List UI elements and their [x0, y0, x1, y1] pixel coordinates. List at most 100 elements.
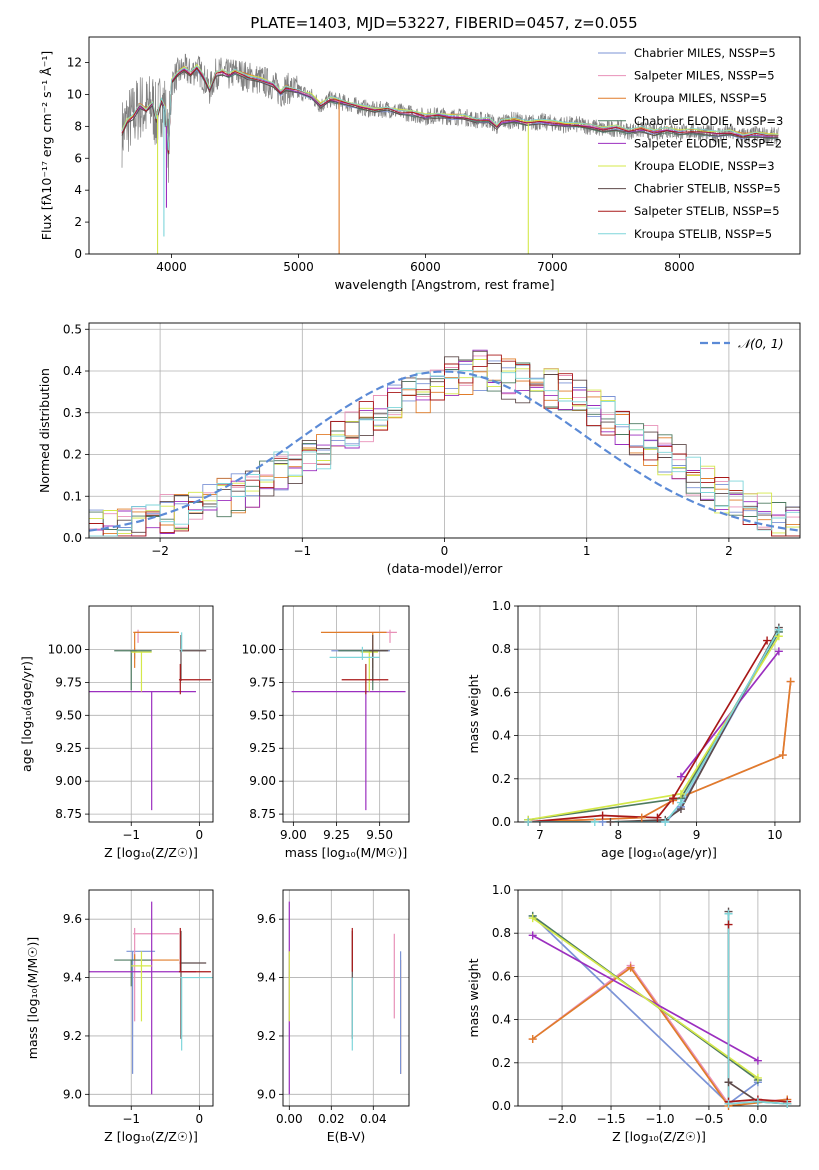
- y-tick-label: 0.6: [492, 969, 511, 983]
- model-line: [121, 67, 779, 153]
- weight-marker: [637, 813, 646, 822]
- weight-marker: [763, 636, 772, 645]
- legend-label: Chabrier ELODIE, NSSP=3: [634, 114, 783, 128]
- y-axis-label: mass [log₁₀(M/M☉)]: [25, 937, 40, 1059]
- x-axis-label: Z [log₁₀(Z/Z☉)]: [104, 1129, 198, 1144]
- y-tick-label: 0.6: [492, 685, 511, 699]
- y-tick-label: 0.0: [63, 531, 82, 545]
- weight-marker: [783, 1099, 792, 1108]
- axes-age-vs-Z: −1 0 8.75 9.00 9.25 9.50 9.75 10.00 Z [log₁₀(Z/Z…: [19, 605, 214, 860]
- x-tick-label: 6000: [410, 260, 441, 274]
- x-tick-label: 0: [441, 544, 449, 558]
- weight-marker: [590, 818, 599, 826]
- y-tick-label: 9.00: [55, 774, 82, 788]
- y-axis-label: Normed distribution: [37, 368, 52, 493]
- x-tick-label: −2.0: [547, 1112, 576, 1126]
- weight-marker: [676, 789, 685, 798]
- y-tick-label: 0.2: [492, 1056, 511, 1070]
- x-axis-label: E(B-V): [327, 1129, 366, 1144]
- legend-label: Salpeter STELIB, NSSP=5: [634, 204, 780, 218]
- y-tick-label: 0.2: [492, 772, 511, 786]
- x-tick-label: 10: [767, 828, 782, 842]
- x-tick-label: −1: [122, 1112, 140, 1126]
- weight-marker: [774, 647, 783, 656]
- y-tick-label: 12: [67, 56, 82, 70]
- x-tick-label: 0.04: [360, 1112, 387, 1126]
- legend-label: Chabrier MILES, NSSP=5: [634, 46, 776, 60]
- weight-line: [532, 917, 759, 1079]
- y-tick-label: 9.4: [63, 971, 82, 985]
- grid: [283, 606, 409, 822]
- x-tick-label: −2: [151, 544, 169, 558]
- y-tick-label: 9.25: [249, 741, 276, 755]
- y-axis-label: age [log₁₀(age/yr)]: [19, 656, 34, 772]
- axes-frame: [88, 322, 801, 539]
- y-tick-label: 10: [67, 87, 82, 101]
- weight-marker: [753, 1097, 762, 1106]
- y-axis-label: mass weight: [466, 674, 481, 753]
- weight-marker: [653, 813, 662, 822]
- weight-marker: [524, 818, 533, 826]
- y-tick-label: 0.8: [492, 926, 511, 940]
- x-axis-label: mass [log₁₀(M/M☉)]: [285, 845, 407, 860]
- y-tick-label: 9.75: [249, 675, 276, 689]
- figure-title: PLATE=1403, MJD=53227, FIBERID=0457, z=0…: [250, 14, 637, 32]
- y-tick-label: 9.0: [63, 1087, 82, 1101]
- legend-label: Kroupa ELODIE, NSSP=3: [634, 159, 775, 173]
- axes-age-vs-mass: 9.00 9.25 9.50 8.75 9.00 9.25 9.50 9.75 10.00 mas…: [242, 605, 410, 860]
- plot-area: [89, 890, 213, 1106]
- weight-marker: [774, 625, 783, 634]
- x-tick-label: 4000: [156, 260, 187, 274]
- grid: [283, 890, 409, 1106]
- x-tick-label: 9.00: [280, 828, 307, 842]
- axes-frame: [517, 605, 801, 823]
- weight-marker: [528, 931, 537, 940]
- weight-marker: [661, 818, 670, 826]
- y-tick-label: 9.00: [249, 774, 276, 788]
- axes-frame: [88, 36, 801, 255]
- weight-marker: [669, 794, 678, 803]
- y-tick-label: 0.4: [492, 729, 511, 743]
- x-tick-label: 0: [196, 828, 204, 842]
- grid: [518, 606, 800, 822]
- y-tick-label: 9.2: [257, 1029, 276, 1043]
- histogram-step: [89, 370, 800, 537]
- weight-line: [528, 631, 780, 821]
- axes-mass-vs-EBV: 0.00 0.02 0.04 9.0 9.2 9.4 9.6 E(B-V): [257, 889, 410, 1144]
- model-line: [121, 67, 779, 155]
- axes-frame: [282, 605, 410, 823]
- y-tick-label: 9.6: [257, 912, 276, 926]
- weight-marker: [528, 1035, 537, 1044]
- axes-frame: [88, 889, 214, 1107]
- legend-label: Kroupa MILES, NSSP=5: [634, 91, 767, 105]
- x-tick-label: 7000: [537, 260, 568, 274]
- x-tick-label: 0: [196, 1112, 204, 1126]
- x-tick-label: 9.50: [366, 828, 393, 842]
- weight-marker: [724, 1099, 733, 1108]
- x-tick-label: −1: [293, 544, 311, 558]
- x-tick-label: 0.02: [318, 1112, 345, 1126]
- y-tick-label: 0.3: [63, 406, 82, 420]
- x-tick-label: 0.00: [276, 1112, 303, 1126]
- grid: [89, 890, 213, 1106]
- grid: [518, 890, 800, 1106]
- axes-frame: [88, 605, 214, 823]
- axes-weight-vs-Z: −2.0 −1.5 −1.0 −0.5 0.0 0.0 0.2 0.4 0.6 0.8 1.0 Z […: [466, 883, 801, 1144]
- y-tick-label: 10.00: [48, 642, 82, 656]
- y-tick-label: 0: [74, 247, 82, 261]
- y-tick-label: 0.4: [63, 364, 82, 378]
- y-tick-label: 9.50: [55, 708, 82, 722]
- axes-mass-vs-Z: −1 0 9.0 9.2 9.4 9.6 Z [log₁₀(Z/Z☉)] mass [log₁…: [25, 889, 214, 1144]
- weight-line: [528, 627, 780, 822]
- plot-area: [89, 606, 213, 822]
- weight-marker: [786, 677, 795, 686]
- weight-marker: [778, 751, 787, 760]
- y-tick-label: 0.1: [63, 489, 82, 503]
- y-tick-label: 0.8: [492, 642, 511, 656]
- y-tick-label: 1.0: [492, 883, 511, 897]
- plot-area: [518, 890, 800, 1106]
- x-tick-label: 9.25: [323, 828, 350, 842]
- y-tick-label: 0.2: [63, 448, 82, 462]
- plot-area: [89, 323, 800, 538]
- weight-marker: [626, 963, 635, 972]
